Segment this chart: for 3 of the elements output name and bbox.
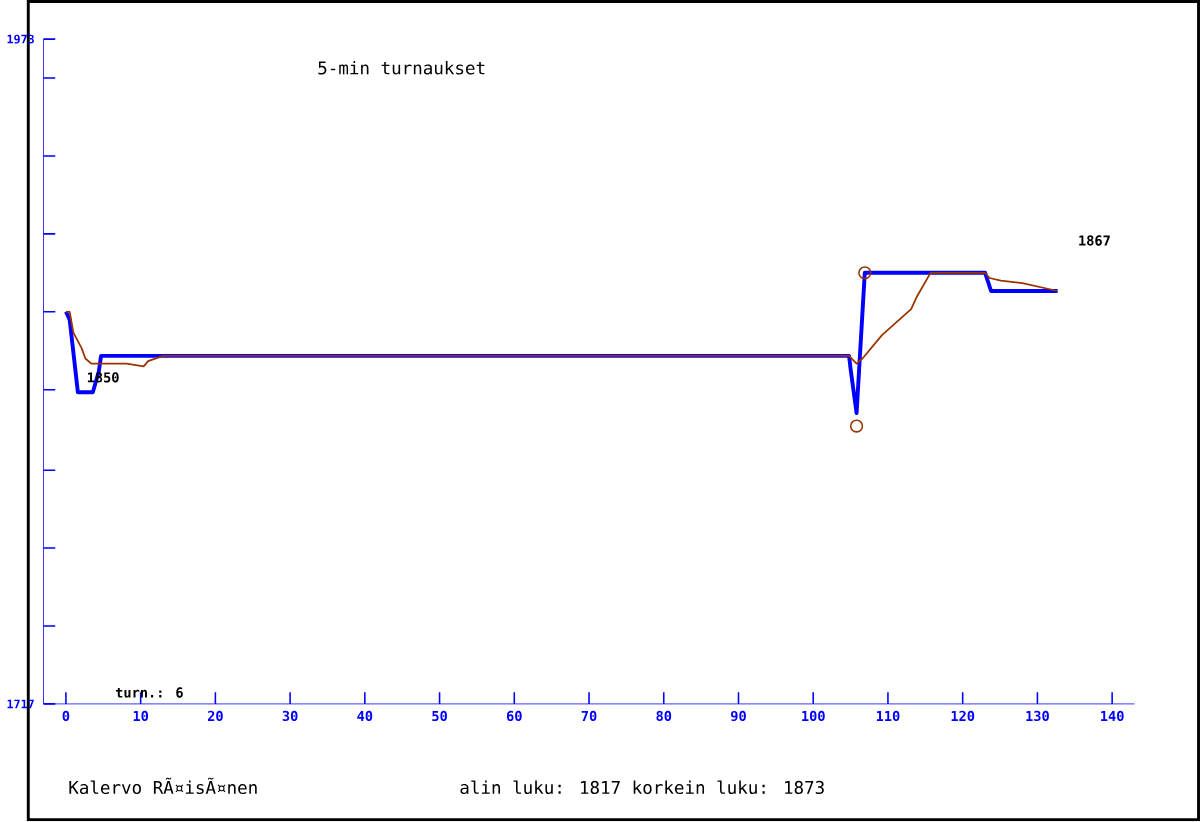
text: Kalervo RÃ¤isÃ¤nen — [69, 778, 257, 795]
text: alin luku: 1817 korkein luku: 1873 — [460, 780, 824, 795]
text: 5-min turnaukset — [318, 61, 485, 75]
